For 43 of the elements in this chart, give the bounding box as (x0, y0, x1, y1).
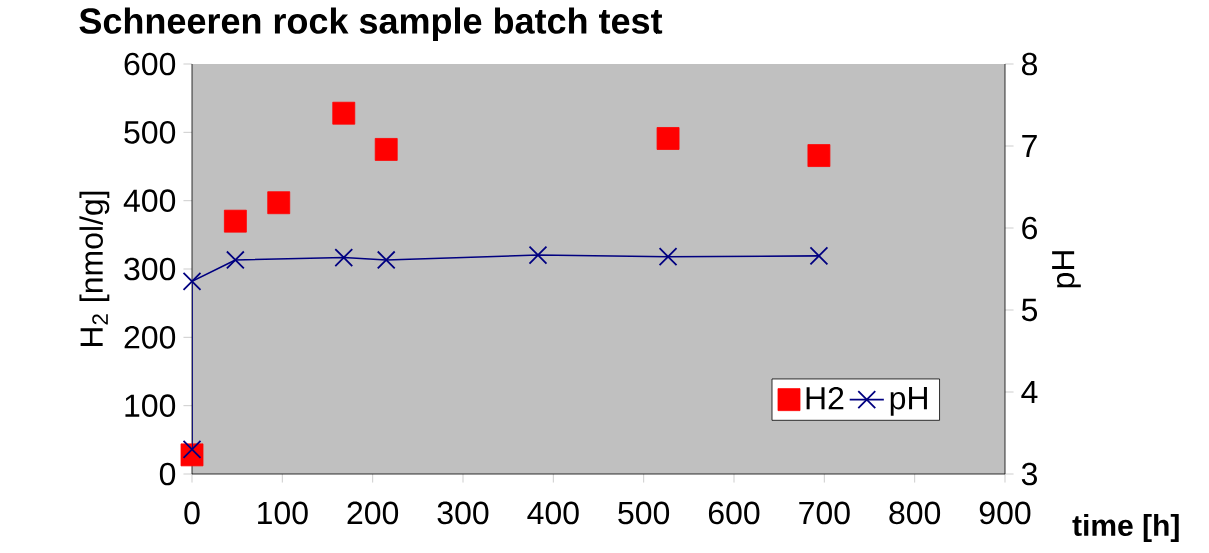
x-tick-label: 800 (889, 501, 941, 525)
y-tick-label: 500 (124, 121, 176, 144)
point (528, 245, 548, 265)
y2-tick-label: 5 (1021, 298, 1038, 322)
x-tick-label: 700 (799, 501, 850, 525)
point (809, 246, 829, 266)
point (658, 247, 678, 267)
x-tick-label: 100 (258, 501, 308, 525)
point (225, 250, 245, 270)
y-tick-label: 600 (124, 52, 176, 76)
y2-tick-label: 8 (1021, 52, 1037, 76)
y-tick-label: 100 (125, 394, 176, 417)
point (807, 144, 831, 167)
y-tick-label: 200 (124, 326, 176, 349)
chart-title: Schneeren rock sample batch test (79, 7, 663, 41)
x-tick-label: 0 (184, 501, 200, 525)
y2-tick-label: 3 (1021, 462, 1037, 486)
x-tick-label: 200 (347, 501, 399, 525)
point (332, 101, 356, 125)
point (374, 138, 398, 161)
point (267, 191, 291, 215)
x-tick-label: 600 (708, 501, 760, 525)
y-tick-label: 400 (123, 189, 176, 212)
point (656, 127, 680, 150)
point (334, 248, 354, 267)
x-axis-title: time [h] (1072, 514, 1179, 542)
legend-label: H2 (806, 386, 844, 410)
point (223, 209, 247, 233)
x-tick-label: 400 (527, 501, 579, 525)
legend-label: pH (890, 387, 927, 416)
y-tick-label: 0 (159, 462, 176, 486)
y2-axis-title: pH (1052, 251, 1081, 288)
y-axis-title: H$_{2}$ [nmol/g] (79, 191, 110, 347)
x-tick-label: 300 (437, 501, 489, 525)
y-tick-label: 300 (124, 257, 176, 281)
x-tick-label: 900 (979, 501, 1031, 525)
y2-tick-label: 7 (1022, 135, 1037, 158)
point (182, 440, 202, 459)
point (376, 250, 396, 270)
y2-tick-label: 4 (1021, 380, 1038, 404)
x-tick-label: 500 (618, 501, 670, 525)
point (182, 271, 202, 291)
y2-tick-label: 6 (1022, 216, 1037, 240)
